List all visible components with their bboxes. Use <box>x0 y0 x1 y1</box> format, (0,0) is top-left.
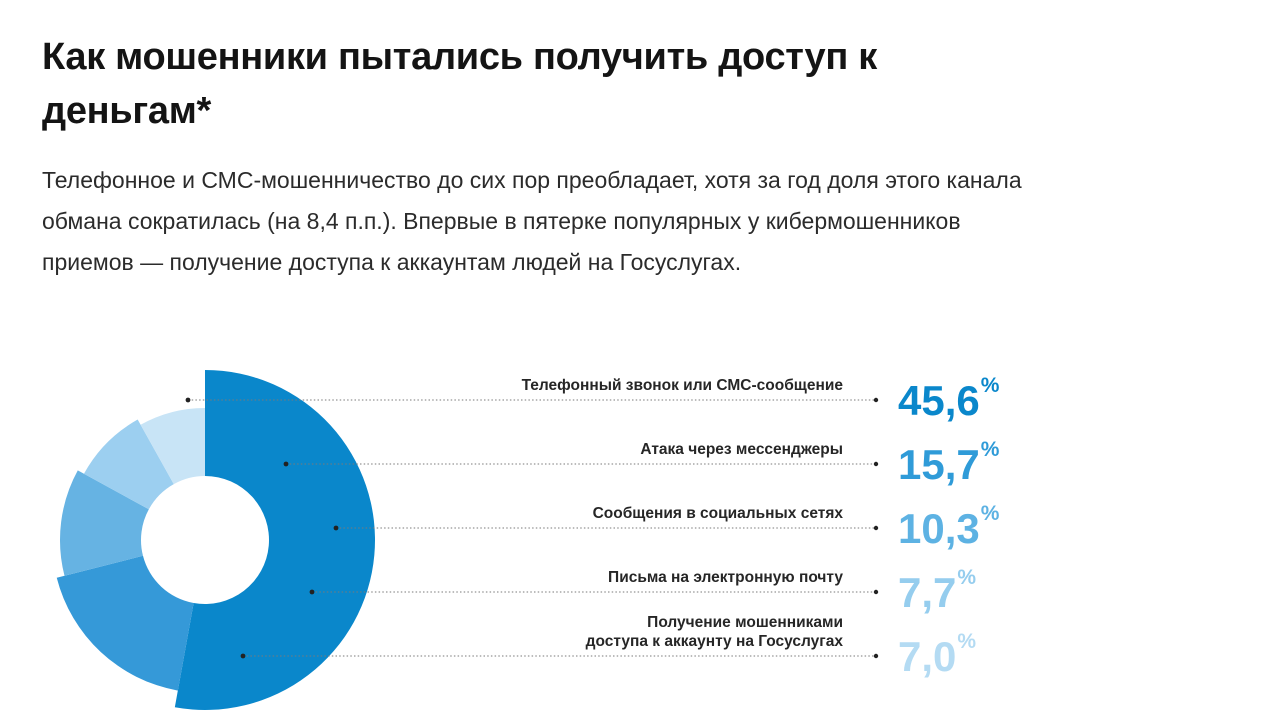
value-percent-sign-3: % <box>981 502 1000 525</box>
slice-4 <box>83 419 174 510</box>
leader-dot-start-4 <box>309 589 315 595</box>
value-label-3: 10,3 <box>898 505 980 552</box>
leader-dot-end-1 <box>873 397 879 403</box>
leader-dot-end-4 <box>873 589 879 595</box>
value-percent-sign-4: % <box>957 566 976 589</box>
leader-dot-end-2 <box>873 461 879 467</box>
value-label-1: 45,6 <box>898 377 980 424</box>
value-label-4: 7,7 <box>898 569 956 616</box>
leader-dot-start-3 <box>333 525 339 531</box>
category-label-5-line-2: доступа к аккаунту на Госуслугах <box>586 633 844 650</box>
page-description: Телефонное и СМС-мошенничество до сих по… <box>42 167 1022 275</box>
slice-1 <box>174 370 376 710</box>
leader-dot-start-2 <box>283 461 289 467</box>
leader-dot-end-3 <box>873 525 879 531</box>
category-label-3: Сообщения в социальных сетях <box>593 505 844 522</box>
value-percent-sign-5: % <box>957 630 976 653</box>
leader-dot-start-5 <box>240 653 246 659</box>
leader-dot-start-1 <box>185 397 191 403</box>
category-label-2: Атака через мессенджеры <box>640 441 843 458</box>
slice-5 <box>140 408 205 485</box>
category-label-5-line-1: Получение мошенниками <box>647 614 843 631</box>
value-label-2: 15,7 <box>898 441 980 488</box>
category-label-1: Телефонный звонок или СМС-сообщение <box>522 377 844 394</box>
slice-2 <box>56 555 194 691</box>
value-label-5: 7,0 <box>898 633 956 680</box>
donut-chart: Телефонный звонок или СМС-сообщение 45,6%… <box>56 370 1000 710</box>
value-percent-sign-1: % <box>981 374 1000 397</box>
value-percent-sign-2: % <box>981 438 1000 461</box>
category-label-4: Письма на электронную почту <box>608 569 843 586</box>
leader-dot-end-5 <box>873 653 879 659</box>
page-title: Как мошенники пытались получить доступ к… <box>42 36 878 132</box>
slice-3 <box>59 470 149 576</box>
